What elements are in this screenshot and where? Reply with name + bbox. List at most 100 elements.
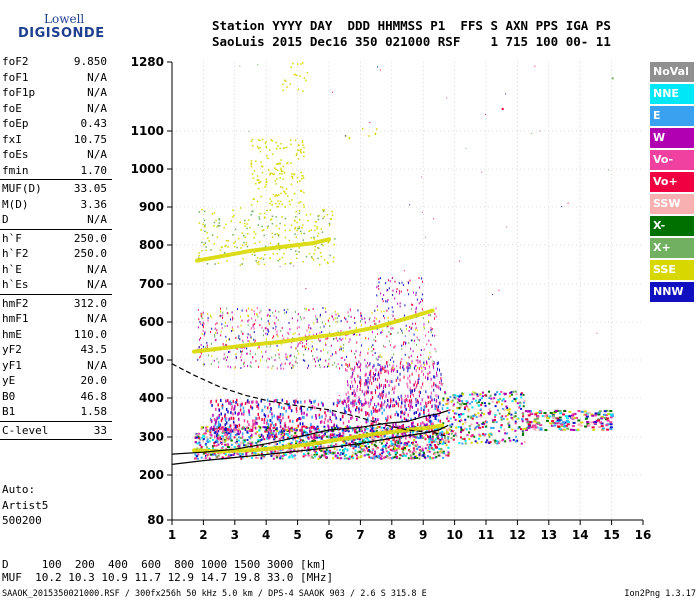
echo-dot [202,326,204,329]
echo-dot [336,317,338,320]
echo-dot [224,433,226,437]
echo-dot [350,350,352,353]
echo-dot [529,412,533,415]
echo-dot [294,250,297,252]
echo-dot [307,445,310,448]
echo-dot [414,416,416,420]
echo-dot [415,308,417,311]
param-row: D N/A [0,212,112,228]
echo-dot [224,414,226,418]
echo-dot [414,339,416,342]
echo-dot [316,227,318,230]
echo-dot [388,444,391,447]
echo-dot [269,202,271,205]
echo-dot [387,438,390,441]
echo-dot [437,430,440,433]
echo-dot [413,438,416,441]
echo-dot [536,417,540,420]
echo-dot [385,395,387,399]
echo-dot [271,222,274,225]
echo-dot [496,442,499,445]
echo-dot [278,415,280,419]
echo-dot [420,406,423,410]
echo-dot [401,411,403,415]
echo-dot [316,320,318,323]
echo-dot [222,426,225,429]
echo-dot [307,364,309,367]
echo-dot [524,429,528,432]
echo-dot [282,165,285,168]
echo-dot [216,425,218,429]
echo-dot [410,400,413,404]
echo-dot [373,430,375,434]
echo-dot [410,417,412,421]
echo-dot [391,425,393,429]
echo-dot [446,97,448,99]
echo-dot [354,445,357,448]
echo-dot [428,356,430,359]
echo-dot [401,425,403,429]
echo-dot [375,391,377,395]
echo-dot [428,365,430,369]
echo-dot [365,418,368,422]
echo-dot [365,337,367,340]
echo-dot [453,412,456,415]
echo-dot [354,438,357,441]
echo-dot [319,331,321,334]
echo-dot [254,319,256,322]
echo-dot [521,434,524,437]
echo-dot [441,437,444,440]
echo-dot [353,316,355,319]
echo-dot [606,428,610,431]
echo-dot [560,425,564,428]
echo-dot [229,400,232,404]
echo-dot [490,397,493,400]
echo-dot [402,427,405,430]
echo-dot [332,260,334,263]
echo-dot [348,457,351,460]
echo-dot [459,405,462,408]
echo-dot [298,440,301,443]
echo-dot [496,401,499,404]
echo-dot [476,401,479,404]
echo-dot [506,414,509,417]
echo-dot [310,229,313,231]
echo-dot [274,322,276,325]
echo-dot [297,349,299,352]
echo-dot [330,429,332,433]
echo-dot [596,332,598,334]
echo-dot [298,333,300,336]
echo-dot [258,263,260,265]
echo-dot [359,401,361,405]
echo-dot [196,455,199,458]
echo-dot [333,427,336,430]
echo-dot [404,400,406,404]
echo-dot [277,200,279,202]
echo-dot [240,247,242,249]
echo-dot [267,157,269,160]
echo-dot [407,369,409,373]
echo-dot [234,367,236,370]
echo-dot [343,439,346,442]
echo-dot [249,437,252,440]
echo-dot [255,233,257,235]
echo-dot [253,338,255,341]
echo-dot [543,415,547,418]
echo-dot [274,442,277,445]
echo-dot [227,239,229,242]
echo-dot [539,427,543,430]
echo-dot [214,335,216,338]
echo-dot [202,321,204,324]
echo-dot [388,320,390,323]
echo-dot [217,434,220,437]
echo-dot [224,417,227,421]
echo-dot [420,364,422,368]
echo-dot [425,401,427,405]
echo-dot [317,235,319,237]
echo-dot [439,440,442,443]
echo-dot [348,407,350,411]
echo-dot [295,407,298,411]
echo-dot [423,412,425,416]
echo-dot [300,232,303,235]
echo-dot [302,224,304,226]
